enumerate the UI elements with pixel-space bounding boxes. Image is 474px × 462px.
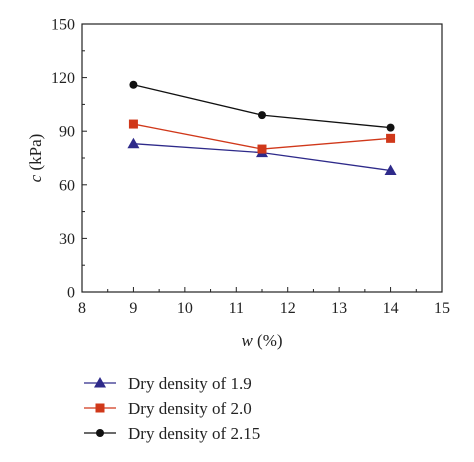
y-axis-unit: (kPa)	[26, 134, 45, 175]
data-point-series-2	[129, 80, 138, 89]
y-tick-label: 0	[67, 285, 75, 302]
x-axis-title: w (%)	[241, 331, 282, 350]
y-axis-variable: c	[26, 174, 45, 182]
legend-label: Dry density of 1.9	[128, 374, 252, 393]
data-point-series-1	[386, 133, 396, 143]
legend-label: Dry density of 2.15	[128, 424, 260, 443]
data-point-series-1	[128, 119, 138, 129]
data-point-series-1	[257, 144, 267, 154]
plot-frame	[81, 23, 443, 293]
x-tick-label: 12	[280, 300, 296, 317]
x-axis-unit: (%)	[253, 331, 283, 350]
data-point-series-2	[386, 123, 395, 132]
x-tick-label: 8	[78, 300, 86, 317]
x-tick-label: 9	[129, 300, 137, 317]
x-tick-label: 11	[229, 300, 244, 317]
data-point-series-0	[384, 164, 397, 176]
x-axis-ticks: 8 9 10 11 12 13 14 15	[78, 287, 450, 317]
y-tick-label: 60	[59, 177, 75, 194]
y-tick-label: 150	[51, 17, 75, 34]
legend-label: Dry density of 2.0	[128, 399, 252, 418]
x-tick-label: 15	[434, 300, 450, 317]
legend-marker	[96, 429, 104, 437]
legend-marker	[94, 377, 106, 388]
data-point-series-0	[127, 137, 140, 149]
series-line-2	[133, 84, 391, 129]
x-tick-label: 14	[383, 300, 399, 317]
y-axis-title: c (kPa)	[26, 134, 45, 183]
x-tick-label: 10	[177, 300, 193, 317]
x-tick-label: 13	[331, 300, 347, 317]
y-axis-ticks: 0 30 60 90 120 150	[51, 17, 87, 302]
data-point-series-2	[258, 111, 266, 120]
y-tick-label: 90	[59, 124, 75, 141]
y-tick-label: 120	[51, 70, 75, 87]
x-axis-variable: w	[241, 331, 253, 350]
series-lines	[133, 84, 391, 172]
y-tick-label: 30	[59, 231, 75, 248]
legend: Dry density of 1.9 Dry density of 2.0 Dry …	[84, 374, 260, 443]
legend-marker	[95, 403, 105, 413]
series-markers	[127, 80, 397, 176]
